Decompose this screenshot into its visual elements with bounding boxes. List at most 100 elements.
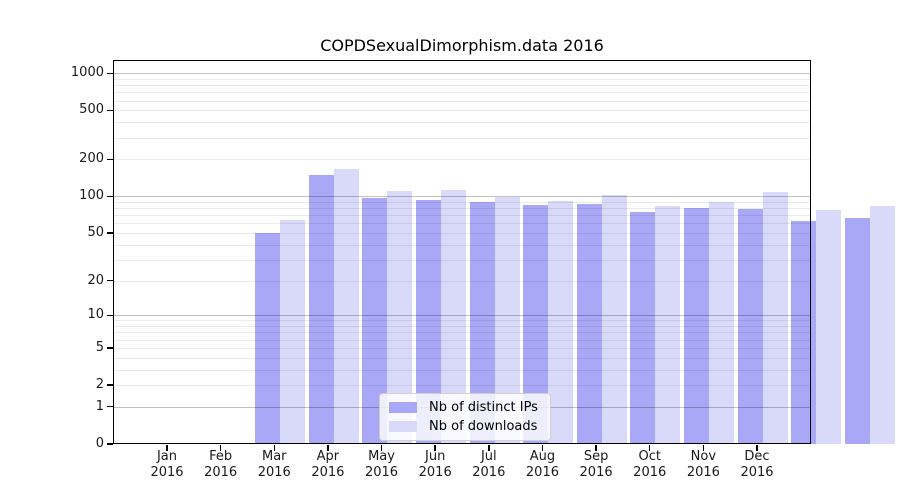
x-axis-label-dec: Dec 2016 [727,449,787,481]
x-label-month: Jun [425,449,446,464]
x-label-year: 2016 [579,465,613,480]
gridline-minor [113,201,811,203]
gridline-minor [113,244,811,246]
legend-label: Nb of distinct IPs [429,400,538,415]
x-label-year: 2016 [150,465,184,480]
bar-downloads-oct [762,192,788,444]
bar-distinct-ips-jan [255,233,280,444]
x-axis-tick [219,445,222,451]
x-axis-label-jan: Jan 2016 [137,449,197,481]
x-axis-label-sep: Sep 2016 [566,449,626,481]
y-axis-label: 1 [95,398,104,414]
x-axis-tick [380,445,383,451]
x-axis-label-jun: Jun 2016 [405,449,465,481]
x-label-year: 2016 [364,465,399,480]
bar-distinct-ips-sep [684,208,710,444]
bar-distinct-ips-jul [576,203,602,444]
gridline-major [113,73,811,75]
gridline-minor [113,159,811,161]
y-axis-label: 20 [87,272,104,288]
bar-downloads-sep [709,201,735,444]
x-axis-tick [488,445,490,451]
x-label-month: Sep [583,449,609,464]
x-label-month: Apr [316,449,340,464]
y-axis-label: 5 [95,339,104,355]
legend-row: Nb of downloads [389,419,538,434]
x-label-year: 2016 [204,465,238,480]
x-label-month: Jan [156,449,178,464]
x-axis-tick [595,445,597,451]
gridline-minor [113,357,811,359]
x-label-month: Jul [480,449,497,464]
x-label-month: Feb [209,449,233,464]
y-axis-tick [107,158,113,161]
x-axis-tick [702,445,705,451]
x-axis-tick [166,445,168,451]
x-axis-tick [327,445,329,451]
x-axis-label-oct: Oct 2016 [620,449,680,481]
bar-downloads-aug [655,206,681,444]
gridline-minor [113,259,811,261]
y-axis-tick [107,314,113,316]
x-axis-label-jul: Jul 2016 [459,449,519,481]
gridline-minor [113,78,811,80]
gridline-minor [113,122,811,124]
legend-label: Nb of downloads [429,419,538,434]
legend-row: Nb of distinct IPs [389,400,538,415]
x-label-month: Mar [262,449,287,464]
gridline-minor [113,110,811,112]
bar-distinct-ips-feb [308,175,334,444]
x-axis-label-mar: Mar 2016 [244,449,304,481]
gridline-minor [113,215,811,217]
legend-swatch-distinct-ips [389,402,417,413]
legend-swatch-downloads [389,421,417,432]
x-axis-tick [273,445,275,451]
y-axis-tick [107,72,113,74]
gridline-major [113,315,811,317]
x-label-year: 2016 [418,465,452,480]
y-axis-label: 50 [87,224,104,240]
gridline-minor [113,326,811,328]
x-axis-tick [434,445,436,451]
bar-distinct-ips-oct [737,208,763,444]
gridline-minor [113,208,811,210]
gridline-minor [113,85,811,87]
y-axis-label: 1000 [70,65,104,81]
x-label-year: 2016 [525,465,559,480]
x-label-year: 2016 [311,465,345,480]
bar-downloads-nov [816,209,842,444]
x-axis-tick [756,445,758,451]
y-axis-label: 2 [95,377,104,393]
x-label-year: 2016 [740,465,774,480]
gridline-minor [113,347,811,349]
gridline-minor [113,369,811,371]
x-axis-label-aug: Aug 2016 [512,449,572,481]
legend: Nb of distinct IPs Nb of downloads [379,393,551,441]
x-label-month: May [368,449,395,464]
chart-title: COPDSexualDimorphism.data 2016 [320,36,604,55]
y-axis-tick [107,232,113,234]
bar-downloads-jun [548,201,574,444]
bar-downloads-jul [601,194,627,444]
gridline-minor [113,320,811,322]
bar-downloads-jan [280,219,305,444]
y-axis-tick [107,347,113,349]
bar-distinct-ips-dec [845,218,870,444]
y-axis-tick [107,195,113,198]
bar-distinct-ips-aug [630,211,656,444]
x-label-month: Aug [529,449,556,464]
bar-distinct-ips-nov [791,220,817,444]
x-label-year: 2016 [633,465,667,480]
x-label-year: 2016 [257,465,291,480]
gridline-minor [113,280,811,282]
y-axis-label: 200 [79,151,104,167]
gridline-major [113,196,811,198]
x-label-year: 2016 [686,465,720,480]
x-label-month: Dec [744,449,770,464]
y-axis-tick [107,406,113,408]
gridline-minor [113,100,811,102]
y-axis-tick [107,443,113,445]
x-axis-tick [541,445,544,451]
gridline-minor [113,332,811,334]
